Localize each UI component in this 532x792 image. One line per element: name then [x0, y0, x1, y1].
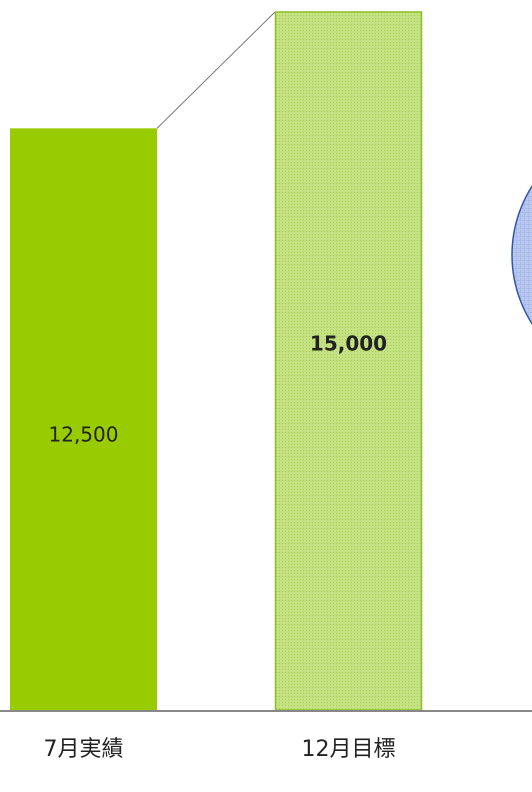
connector	[156, 11, 276, 129]
decor-circle	[511, 184, 532, 326]
value-label: 12,500	[49, 423, 119, 447]
bar	[10, 128, 157, 711]
category-label: 12月目標	[302, 737, 396, 762]
category-label: 7月実績	[44, 737, 124, 762]
bar	[274, 11, 423, 711]
value-label: 15,000	[310, 332, 387, 356]
